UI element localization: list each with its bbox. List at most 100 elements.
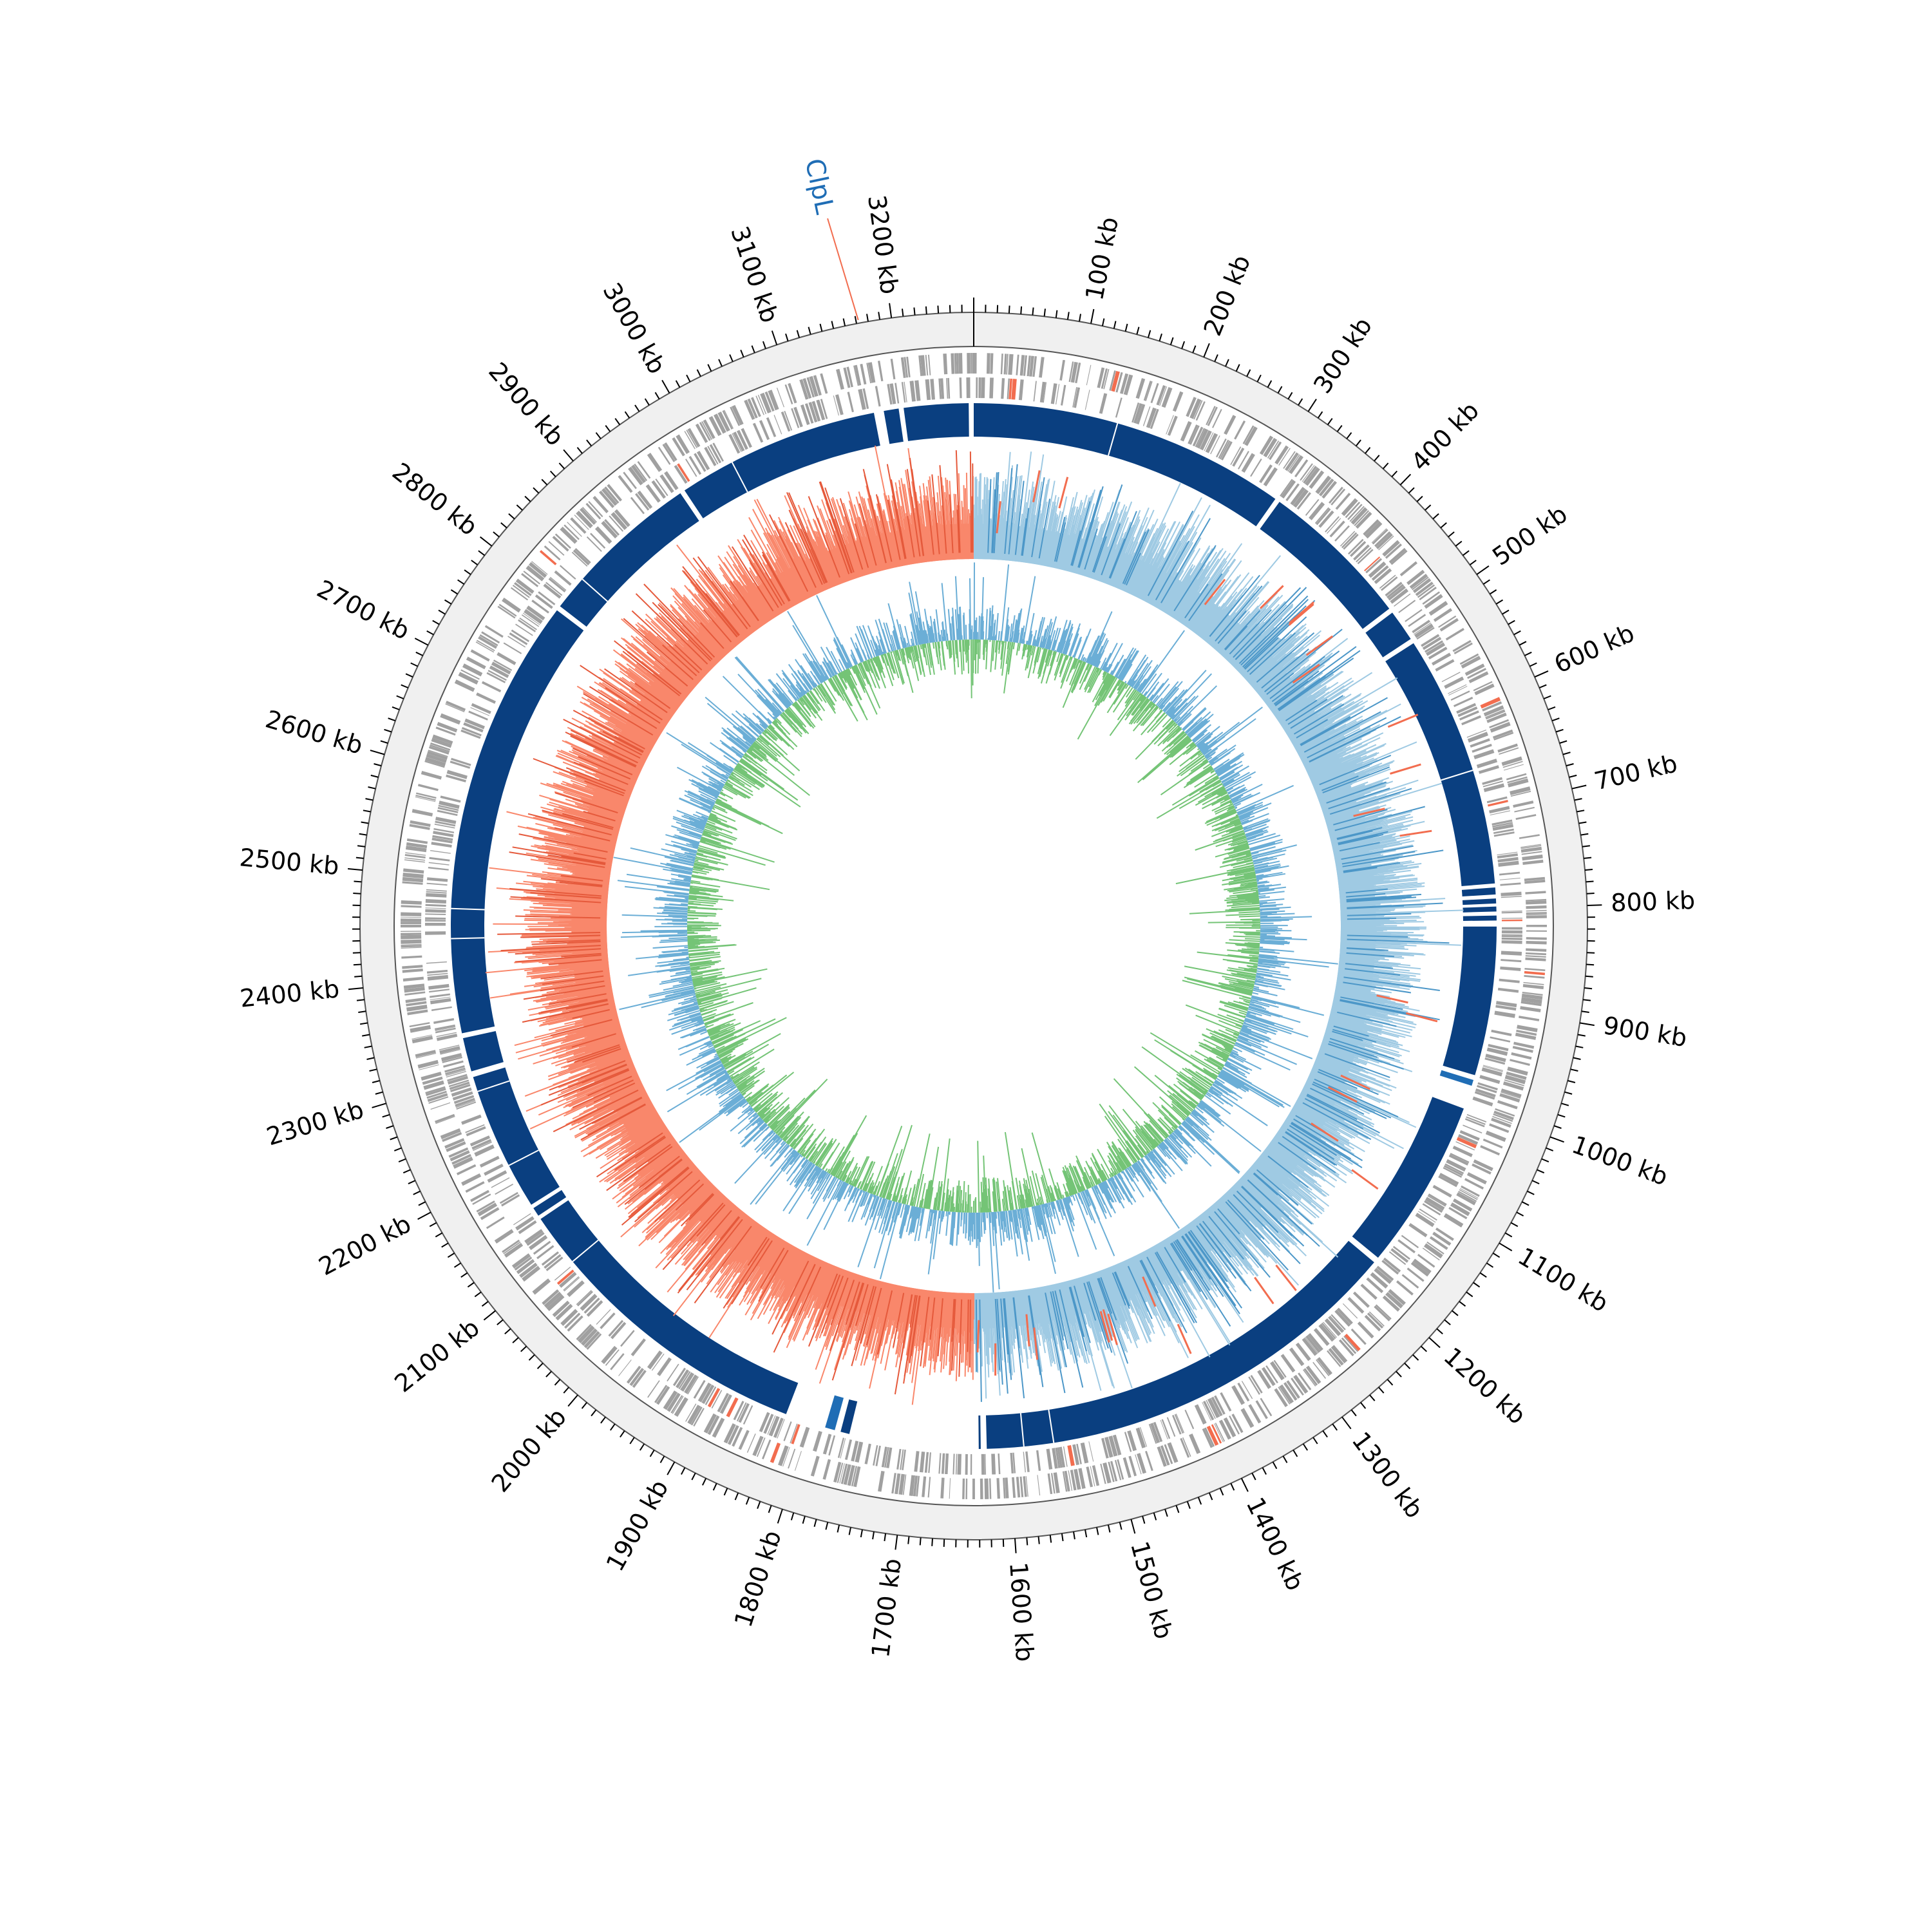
gene-feature	[1504, 1079, 1525, 1086]
gene-feature	[1101, 1437, 1109, 1459]
gene-feature	[1347, 538, 1364, 555]
gene-feature	[430, 998, 451, 1005]
gene-feature	[1148, 1424, 1157, 1444]
gene-feature	[1522, 992, 1543, 996]
gene-feature	[634, 463, 648, 482]
gene-feature	[460, 669, 480, 680]
gene-feature	[528, 562, 547, 578]
gene-feature	[717, 1392, 730, 1413]
gene-feature	[1388, 585, 1406, 601]
gene-feature	[552, 1300, 570, 1318]
gene-feature	[1523, 981, 1544, 985]
gene-feature	[853, 1466, 861, 1488]
gene-feature	[1482, 1065, 1504, 1071]
gene-feature	[449, 1081, 470, 1090]
gene-feature	[1255, 1400, 1268, 1419]
gene-feature	[554, 1266, 571, 1281]
gene-feature	[501, 1194, 520, 1207]
gene-feature	[514, 1256, 533, 1271]
coverage-skew-track	[485, 445, 1464, 1405]
rna-feature	[1487, 799, 1508, 807]
gene-feature	[1108, 1461, 1115, 1482]
gene-feature	[1441, 672, 1461, 683]
homology-block-ring	[451, 403, 1497, 1449]
gene-feature	[1414, 623, 1434, 638]
gene-feature	[1409, 573, 1428, 589]
gene-feature	[428, 746, 450, 755]
gene-feature	[1452, 1145, 1473, 1157]
gene-feature	[1433, 608, 1453, 622]
gene-feature	[1174, 1414, 1184, 1434]
gene-feature	[1059, 359, 1065, 381]
gene-feature	[709, 444, 722, 464]
tick-label: 2700 kb	[312, 574, 414, 645]
gene-feature	[1416, 627, 1435, 640]
gene-feature	[694, 453, 706, 472]
gene-feature	[433, 831, 454, 837]
rna-feature	[1211, 1424, 1222, 1444]
gene-feature	[1293, 1374, 1309, 1394]
gene-feature	[1210, 435, 1220, 455]
gene-feature	[626, 1365, 641, 1384]
gene-feature	[1343, 533, 1359, 550]
gene-feature	[552, 535, 569, 552]
gene-feature	[1388, 1289, 1406, 1305]
gene-feature	[647, 1380, 660, 1398]
gene-feature	[444, 1065, 465, 1073]
gene-feature	[425, 919, 446, 920]
gene-feature	[554, 533, 571, 549]
tick-label: 1300 kb	[1347, 1426, 1429, 1523]
gene-strand-reverse	[425, 377, 1522, 1475]
gene-feature	[1316, 508, 1331, 526]
gene-feature	[1281, 479, 1296, 499]
gene-feature	[618, 475, 633, 493]
gene-feature	[1382, 540, 1400, 557]
gene-feature	[844, 1439, 853, 1461]
gene-feature	[515, 623, 533, 636]
gene-feature	[574, 515, 589, 530]
gene-feature	[1160, 1445, 1170, 1466]
gene-feature	[1338, 1339, 1354, 1356]
gene-feature	[1450, 1153, 1470, 1164]
gene-feature	[1242, 425, 1255, 444]
gene-feature	[1285, 452, 1299, 471]
gene-feature	[427, 750, 448, 760]
gene-feature	[985, 1454, 987, 1475]
gene-feature	[940, 378, 945, 399]
gene-feature	[901, 382, 906, 403]
rna-feature	[1206, 1425, 1219, 1446]
gene-feature	[804, 403, 814, 424]
gene-feature	[1109, 370, 1116, 391]
gene-feature	[965, 1454, 968, 1475]
rna-feature	[556, 1269, 574, 1285]
gene-feature	[684, 431, 696, 450]
gene-feature	[1202, 1402, 1211, 1421]
gene-feature	[435, 1027, 456, 1032]
gene-feature	[409, 824, 430, 830]
gene-feature	[1345, 501, 1361, 518]
gene-feature	[559, 565, 576, 580]
gene-feature	[952, 1454, 955, 1475]
gene-feature	[1293, 489, 1309, 508]
gene-feature	[586, 1300, 603, 1317]
tick-label: 3000 kb	[597, 278, 671, 379]
gene-feature	[491, 1177, 510, 1188]
gene-feature	[1097, 367, 1105, 388]
gene-feature	[707, 446, 719, 465]
gene-feature	[1074, 1468, 1081, 1490]
gene-feature	[522, 1265, 541, 1282]
gene-feature	[425, 913, 446, 915]
gene-feature	[799, 1426, 810, 1448]
gene-feature	[1521, 851, 1542, 855]
gene-feature	[1501, 940, 1522, 944]
tick-label: 800 kb	[1611, 886, 1696, 917]
gene-feature	[1482, 1065, 1503, 1072]
gene-feature	[1516, 1029, 1537, 1036]
gene-feature	[788, 1448, 796, 1469]
gene-feature	[541, 1251, 560, 1266]
gene-feature	[707, 1415, 720, 1435]
gene-feature	[687, 1376, 699, 1395]
coverage-snp-spikes	[976, 470, 1438, 1376]
rna-feature	[677, 463, 690, 482]
gene-feature	[1309, 502, 1325, 520]
